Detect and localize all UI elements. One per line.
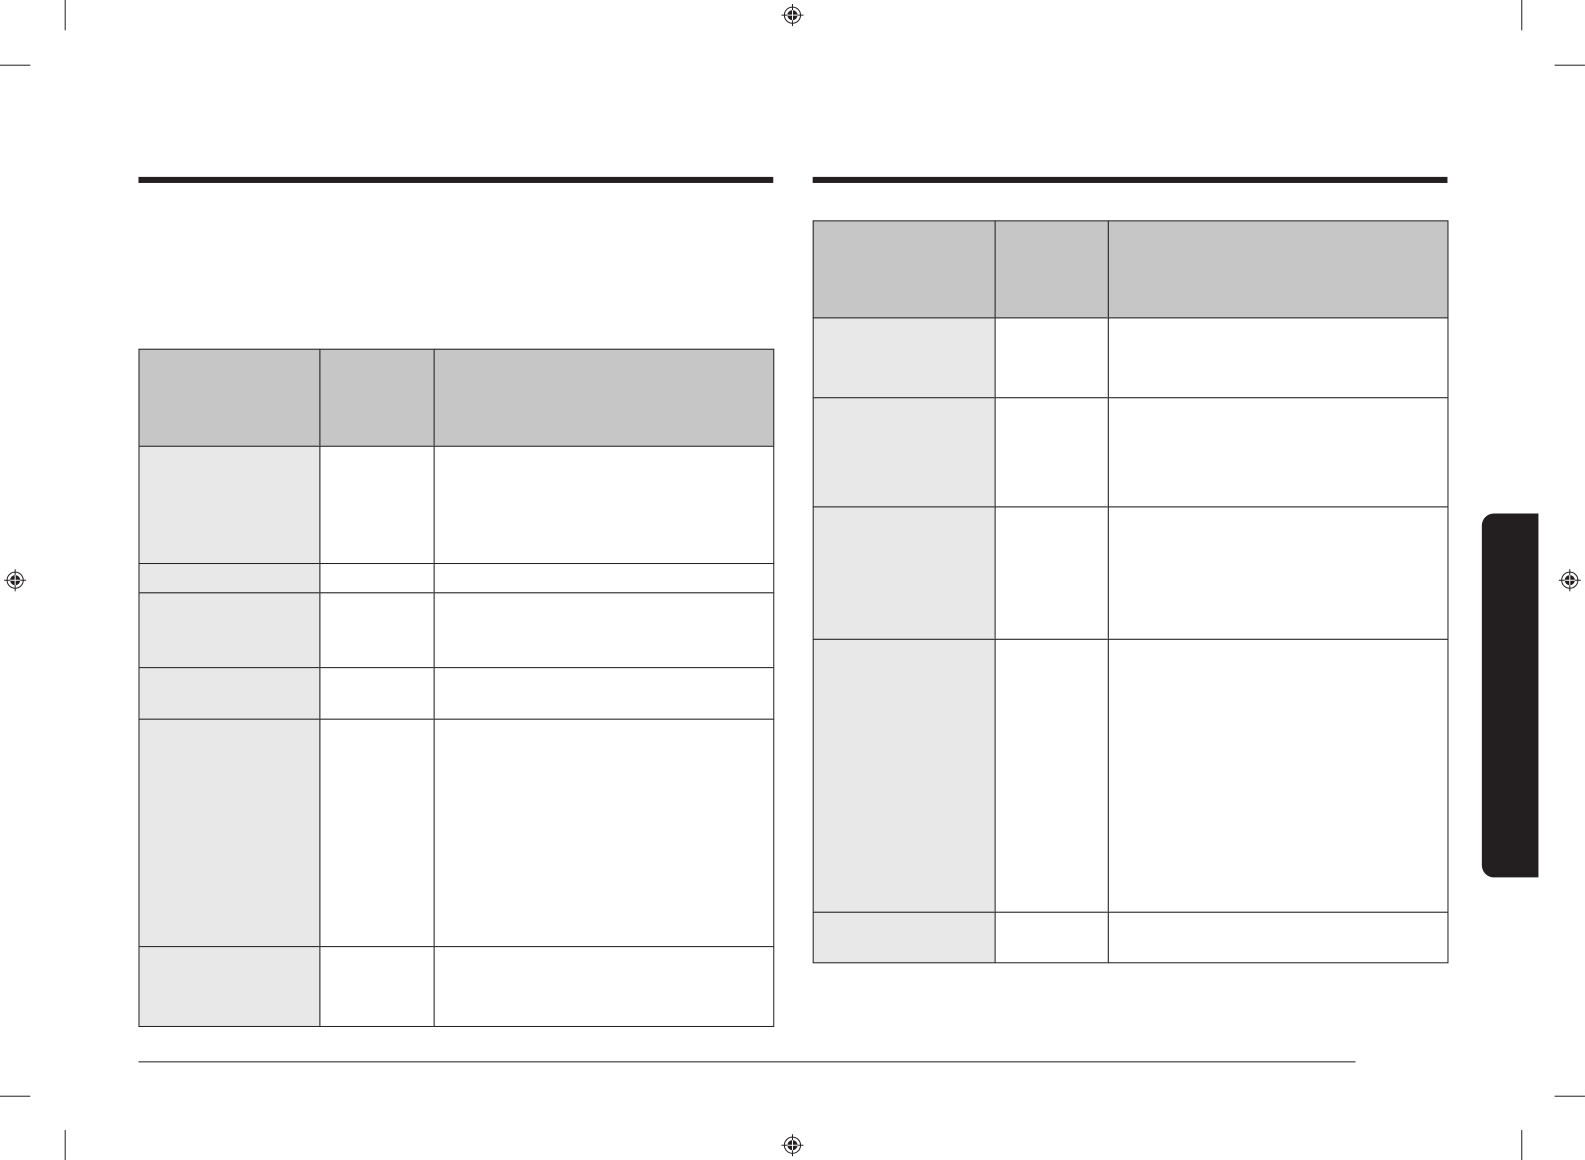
crop-mark [0, 64, 31, 66]
table-cell [138, 946, 321, 1027]
table-cell [138, 445, 321, 565]
table-cell [994, 397, 1109, 508]
crop-mark [1554, 1095, 1585, 1097]
table-cell [1107, 506, 1449, 640]
table-cell [433, 592, 775, 669]
crop-mark [1521, 0, 1523, 31]
table-cell [319, 592, 435, 669]
table-cell [319, 563, 435, 594]
table-cell [1107, 638, 1449, 913]
registration-mark-icon [4, 569, 27, 592]
table-cell [433, 563, 775, 594]
table-cell [812, 638, 996, 913]
table-header-cell [433, 348, 775, 447]
crop-mark [64, 1130, 66, 1160]
table-cell [994, 911, 1109, 964]
table-cell [138, 563, 321, 594]
table-cell [433, 445, 775, 565]
table-cell [138, 718, 321, 948]
table-cell [812, 506, 996, 640]
footer-rule [138, 1061, 1356, 1063]
table-cell [319, 667, 435, 720]
table-cell [994, 317, 1109, 399]
table-header-cell [812, 220, 996, 319]
table-cell [1107, 397, 1449, 508]
table-header-cell [138, 348, 321, 447]
crop-mark [64, 0, 66, 31]
table-header-cell [319, 348, 435, 447]
chapter-side-tab [1481, 513, 1539, 878]
table-cell [1107, 911, 1449, 964]
crop-mark [0, 1095, 31, 1097]
table-cell [138, 592, 321, 669]
table-cell [994, 506, 1109, 640]
right-section-header-bar [812, 176, 1448, 183]
crop-mark [1554, 64, 1585, 66]
table-cell [138, 667, 321, 720]
registration-mark-icon [781, 1134, 804, 1157]
table-cell [812, 317, 996, 399]
table-cell [812, 911, 996, 964]
table-header-cell [1107, 220, 1449, 319]
registration-mark-icon [1558, 569, 1581, 592]
table-cell [812, 397, 996, 508]
table-cell [1107, 317, 1449, 399]
table-cell [433, 667, 775, 720]
registration-mark-icon [781, 4, 804, 27]
table-cell [319, 445, 435, 565]
table-cell [319, 946, 435, 1027]
table-cell [433, 946, 775, 1027]
table-cell [994, 638, 1109, 913]
left-section-header-bar [138, 176, 774, 183]
table-cell [319, 718, 435, 948]
table-cell [433, 718, 775, 948]
table-header-cell [994, 220, 1109, 319]
crop-mark [1521, 1130, 1523, 1160]
